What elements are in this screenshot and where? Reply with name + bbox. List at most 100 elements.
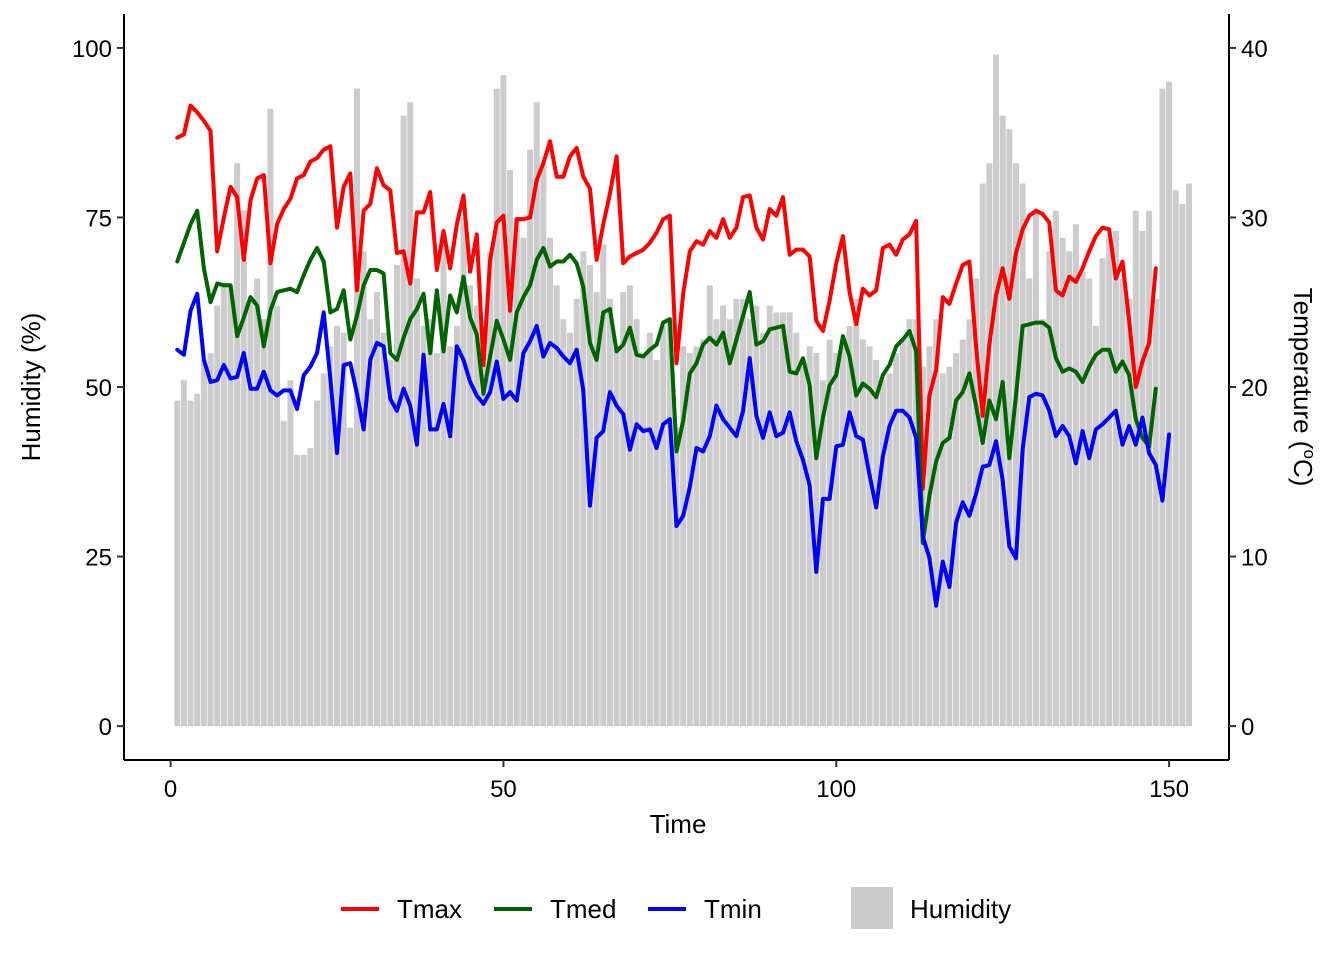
humidity-bar xyxy=(1126,298,1133,727)
humidity-bar xyxy=(879,380,886,727)
humidity-bar xyxy=(320,373,327,727)
y-left-tick-label: 75 xyxy=(85,205,112,232)
humidity-bar xyxy=(673,427,680,727)
humidity-bar xyxy=(1172,190,1179,727)
humidity-bar xyxy=(520,237,527,727)
humidity-bar xyxy=(806,346,813,727)
humidity-bar xyxy=(180,380,187,727)
humidity-bar xyxy=(433,353,440,727)
humidity-bar xyxy=(726,319,733,727)
humidity-bar xyxy=(267,108,274,727)
humidity-bar xyxy=(653,359,660,727)
humidity-bar xyxy=(1139,231,1146,727)
legend-label-tmax: Tmax xyxy=(397,894,462,924)
humidity-bar xyxy=(859,339,866,727)
humidity-bar xyxy=(846,325,853,727)
humidity-bar xyxy=(1026,278,1033,727)
humidity-bar xyxy=(793,332,800,727)
humidity-bar xyxy=(1086,278,1093,727)
humidity-bar xyxy=(1072,224,1079,727)
humidity-bar xyxy=(1132,210,1139,727)
humidity-bar xyxy=(274,305,281,727)
humidity-bar xyxy=(680,346,687,727)
x-tick-label: 100 xyxy=(816,776,856,803)
humidity-bar xyxy=(380,332,387,727)
humidity-bar xyxy=(826,339,833,727)
humidity-bar xyxy=(194,393,201,727)
humidity-bar xyxy=(1112,231,1119,727)
legend-label-tmed: Tmed xyxy=(550,894,616,924)
humidity-bar xyxy=(899,339,906,727)
axes xyxy=(117,14,1236,767)
humidity-bar xyxy=(640,353,647,727)
humidity-bar xyxy=(760,332,767,727)
humidity-bar xyxy=(620,292,627,727)
y-left-tick-label: 25 xyxy=(85,545,112,572)
humidity-bar xyxy=(1166,81,1173,727)
humidity-bar xyxy=(1046,251,1053,727)
humidity-bar xyxy=(1186,183,1193,727)
humidity-bar xyxy=(740,298,747,727)
tick-labels: 0 50 100 150 0 25 50 75 100 0 10 20 30 40 xyxy=(72,36,1268,803)
humidity-bar xyxy=(1032,210,1039,727)
humidity-bar xyxy=(913,319,920,727)
temperature-lines xyxy=(175,103,1172,608)
humidity-bar xyxy=(280,420,287,727)
humidity-bar xyxy=(886,373,893,727)
humidity-bar xyxy=(334,325,341,727)
humidity-bar xyxy=(367,319,374,727)
humidity-bar xyxy=(733,298,740,727)
y-right-tick-label: 40 xyxy=(1241,36,1268,63)
humidity-bar xyxy=(773,312,780,727)
humidity-bar xyxy=(713,319,720,727)
humidity-bar xyxy=(700,339,707,727)
humidity-bar xyxy=(626,285,633,727)
humidity-bar xyxy=(234,163,241,727)
humidity-bar xyxy=(666,319,673,727)
humidity-bar xyxy=(567,332,573,727)
humidity-bar xyxy=(906,319,913,727)
humidity-bar xyxy=(187,400,194,727)
humidity-bar xyxy=(393,264,400,727)
humidity-bar xyxy=(507,169,514,727)
humidity-bar xyxy=(833,353,840,727)
humidity-bar xyxy=(1159,88,1166,727)
humidity-bar xyxy=(453,325,460,727)
humidity-bar xyxy=(839,346,846,727)
y-right-tick-label: 20 xyxy=(1241,375,1268,402)
humidity-bar xyxy=(254,278,261,727)
humidity-bar xyxy=(1052,210,1059,727)
y-right-axis-title: Temperature (oC) xyxy=(1288,288,1319,487)
humidity-bar xyxy=(400,115,407,727)
humidity-bar xyxy=(214,305,221,727)
humidity-bar xyxy=(227,285,234,727)
y-left-tick-label: 100 xyxy=(72,36,112,63)
humidity-bar xyxy=(600,244,607,727)
humidity-bar xyxy=(706,285,713,727)
legend: Tmax Tmed Tmin Humidity xyxy=(341,887,1011,929)
humidity-bar xyxy=(547,237,554,727)
humidity-bar xyxy=(799,366,806,727)
humidity-bar xyxy=(580,251,587,727)
humidity-bar xyxy=(247,298,254,727)
humidity-bar xyxy=(1152,298,1159,727)
humidity-bar xyxy=(1012,163,1019,727)
humidity-bar xyxy=(480,325,487,727)
humidity-bar xyxy=(786,312,793,727)
humidity-bar xyxy=(973,278,980,727)
humidity-bar xyxy=(946,366,953,727)
humidity-bar xyxy=(979,183,986,727)
humidity-bar xyxy=(1146,210,1153,727)
humidity-bar xyxy=(939,373,946,727)
legend-label-humidity: Humidity xyxy=(910,894,1011,924)
humidity-bar xyxy=(553,285,560,727)
humidity-bar xyxy=(613,346,620,727)
y-right-axis-title-end: C) xyxy=(1288,459,1318,486)
humidity-bar xyxy=(533,102,540,727)
humidity-bar xyxy=(1179,203,1186,727)
y-right-tick-label: 30 xyxy=(1241,205,1268,232)
humidity-bar xyxy=(240,210,247,727)
humidity-bar xyxy=(1079,271,1086,727)
x-axis-title: Time xyxy=(650,809,707,839)
humidity-bar xyxy=(487,251,494,727)
